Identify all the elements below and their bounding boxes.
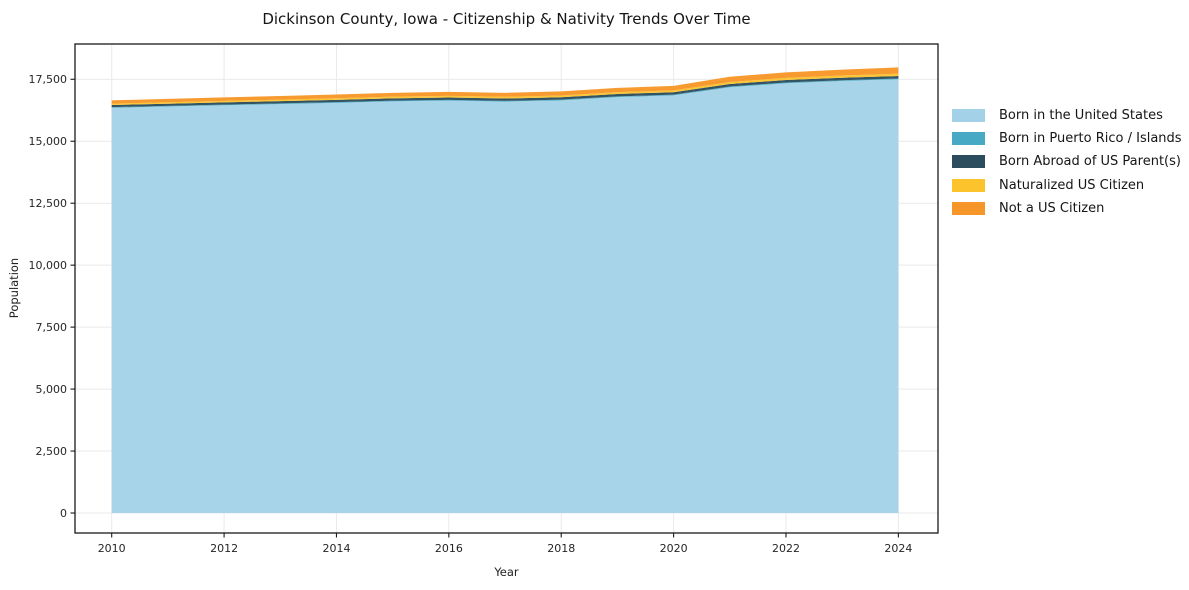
area-series bbox=[111, 67, 899, 104]
legend-item: Naturalized US Citizen bbox=[952, 174, 1182, 197]
plot-border bbox=[74, 43, 939, 534]
legend-swatch bbox=[952, 155, 985, 169]
y-tick-label: 7,500 bbox=[36, 321, 68, 334]
legend-swatch bbox=[952, 178, 985, 192]
legend-item: Born in the United States bbox=[952, 104, 1182, 127]
legend-item: Born in Puerto Rico / Islands bbox=[952, 127, 1182, 150]
legend: Born in the United States Born in Puerto … bbox=[952, 104, 1182, 220]
x-tick-label: 2010 bbox=[98, 542, 126, 555]
area-series bbox=[111, 78, 899, 108]
chart-title: Dickinson County, Iowa - Citizenship & N… bbox=[262, 10, 751, 28]
y-tick-label: 17,500 bbox=[29, 73, 68, 86]
area-series bbox=[111, 79, 899, 513]
legend-item: Born Abroad of US Parent(s) bbox=[952, 150, 1182, 173]
y-tick-label: 0 bbox=[60, 507, 67, 520]
y-tick-label: 12,500 bbox=[29, 197, 68, 210]
y-tick-label: 2,500 bbox=[36, 445, 68, 458]
legend-item: Not a US Citizen bbox=[952, 197, 1182, 220]
x-axis-label: Year bbox=[494, 565, 519, 579]
x-tick-label: 2020 bbox=[660, 542, 688, 555]
y-tick-label: 10,000 bbox=[29, 259, 68, 272]
x-tick-label: 2024 bbox=[884, 542, 912, 555]
legend-label: Naturalized US Citizen bbox=[999, 177, 1145, 193]
y-axis-label: Population bbox=[7, 257, 21, 319]
x-tick-label: 2018 bbox=[547, 542, 575, 555]
legend-label: Born in Puerto Rico / Islands bbox=[999, 131, 1182, 147]
y-tick-label: 5,000 bbox=[36, 383, 68, 396]
area-series bbox=[111, 76, 899, 108]
legend-label: Born Abroad of US Parent(s) bbox=[999, 154, 1181, 170]
x-tick-label: 2022 bbox=[772, 542, 800, 555]
x-tick-label: 2014 bbox=[322, 542, 350, 555]
y-tick-label: 15,000 bbox=[29, 135, 68, 148]
area-series bbox=[111, 73, 899, 105]
legend-swatch bbox=[952, 109, 985, 123]
legend-label: Born in the United States bbox=[999, 108, 1163, 124]
legend-label: Not a US Citizen bbox=[999, 200, 1105, 216]
x-tick-label: 2016 bbox=[435, 542, 463, 555]
x-tick-label: 2012 bbox=[210, 542, 238, 555]
legend-swatch bbox=[952, 201, 985, 215]
legend-swatch bbox=[952, 132, 985, 146]
